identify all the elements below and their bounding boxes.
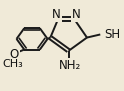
Text: NH₂: NH₂ [59,59,81,72]
Text: CH₃: CH₃ [2,59,23,69]
Text: N: N [52,8,61,21]
Text: SH: SH [105,28,121,41]
Text: N: N [72,8,80,21]
Text: O: O [10,48,19,61]
